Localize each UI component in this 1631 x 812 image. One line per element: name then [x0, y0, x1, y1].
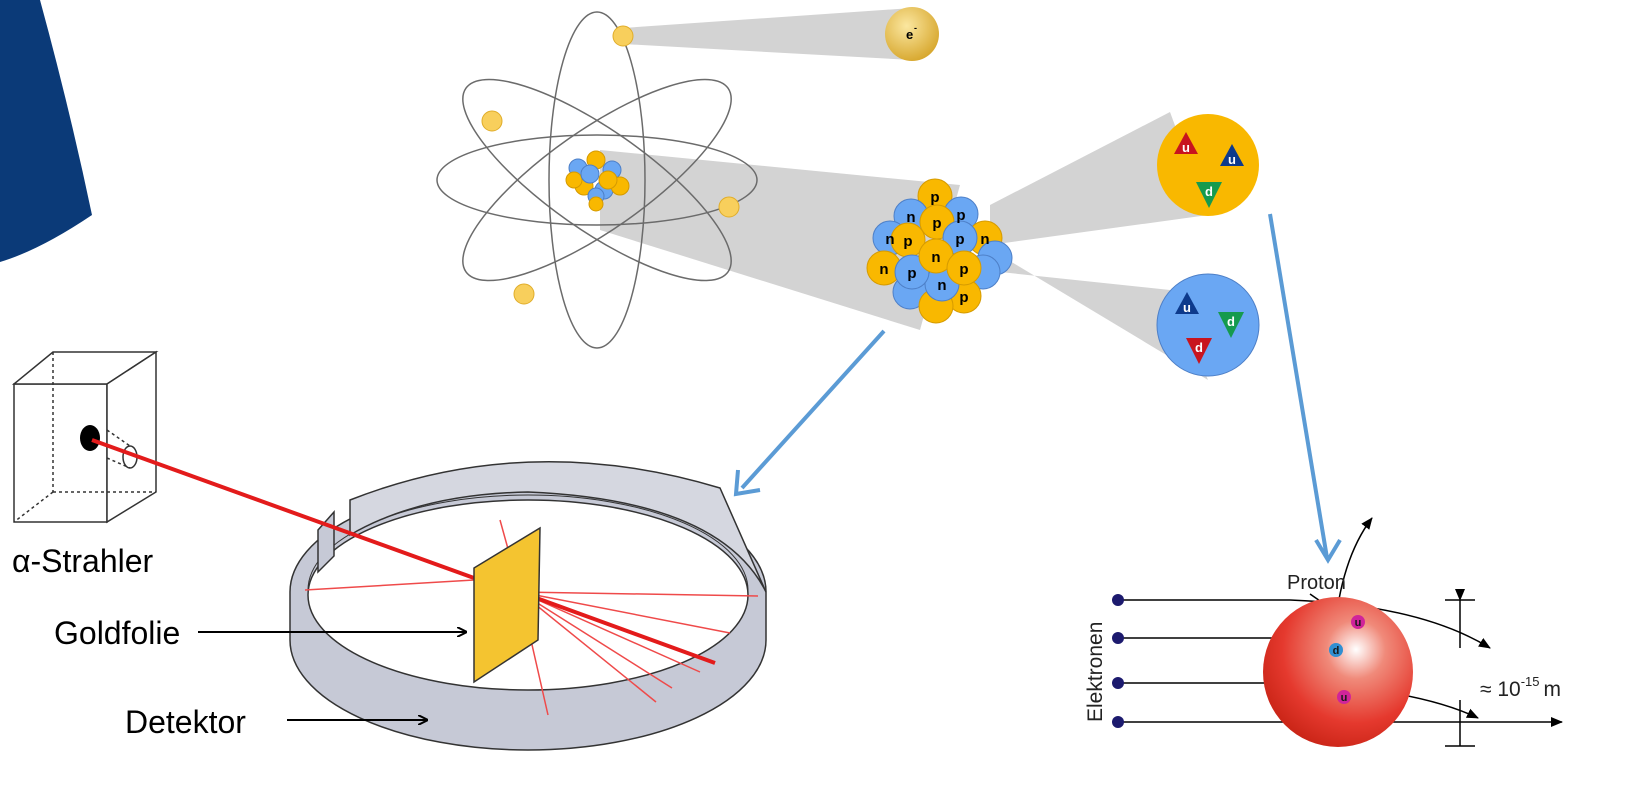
- size-indicator: [1445, 589, 1475, 747]
- nucleon-label: n: [879, 261, 888, 278]
- electron-bottom: [513, 283, 535, 305]
- proton-quark-dots: u d u: [1329, 615, 1365, 704]
- nucleon-label: p: [955, 231, 964, 248]
- sc-quark-2: d: [1333, 645, 1340, 657]
- electrons: [481, 25, 740, 305]
- arrow-to-rutherford: [740, 329, 886, 490]
- nucleon-label: p: [903, 233, 912, 250]
- alpha-source: [80, 425, 100, 451]
- sc-quark-1: u: [1355, 617, 1362, 629]
- gold-foil: [473, 526, 541, 684]
- quark-down-icon: [1218, 312, 1244, 338]
- electron-top: [612, 25, 634, 47]
- neutron-zoom: [1156, 273, 1260, 377]
- neutron-quark-2: d: [1227, 314, 1235, 329]
- arrow-to-rutherford-head: [733, 469, 761, 497]
- alpha-beam: [91, 438, 475, 580]
- quark-up-icon: [1220, 144, 1244, 166]
- quark-up-icon: [1175, 292, 1199, 314]
- cone-neutron: [1000, 255, 1208, 380]
- electron-right: [718, 196, 740, 218]
- blue-arrows: [733, 213, 1342, 564]
- nucleon-label: p: [956, 207, 965, 224]
- gold-foil-label: Goldfolie: [54, 615, 181, 651]
- incoming-electrons: [1112, 594, 1124, 728]
- nucleon-label: p: [930, 189, 939, 206]
- electron-zoom-label: e: [906, 27, 913, 42]
- nucleon-label: n: [937, 277, 946, 294]
- electron-left: [481, 110, 503, 132]
- quark-up-icon: [1174, 132, 1198, 154]
- electron-zoom: [885, 7, 939, 61]
- alpha-source-label: α-Strahler: [12, 543, 154, 579]
- proton-sphere: [1263, 597, 1413, 747]
- main-transmitted-beam: [519, 590, 716, 665]
- cone-electron: [623, 8, 912, 60]
- quark-down-icon: [1186, 338, 1212, 364]
- arrow-to-scattering: [1268, 213, 1329, 559]
- nucleon-label: n: [931, 249, 940, 266]
- nucleon-label: p: [932, 215, 941, 232]
- quark-down-icon: [1196, 182, 1222, 208]
- detector-label: Detektor: [125, 704, 246, 740]
- neutron-quarks: u d d: [1175, 292, 1244, 364]
- electron-charge: -: [914, 23, 917, 33]
- zoom-cones: [600, 8, 1208, 380]
- proton-quarks: u u d: [1174, 132, 1244, 208]
- cone-nucleus: [600, 150, 960, 330]
- nucleon-label: p: [959, 289, 968, 306]
- proton-quark-1: u: [1182, 140, 1190, 155]
- proton-quark-3: d: [1205, 184, 1213, 199]
- corner-band: [0, 0, 92, 262]
- atom-nucleus: [565, 150, 630, 212]
- proton-quark-2: u: [1228, 152, 1236, 167]
- nucleon-label: p: [959, 261, 968, 278]
- detector-back-wall: [349, 460, 767, 593]
- proton-label: Proton: [1287, 572, 1346, 594]
- nucleon-label: p: [907, 265, 916, 282]
- atom-orbits: [436, 11, 758, 349]
- nucleon-label: n: [980, 231, 989, 248]
- neutron-quark-3: d: [1195, 340, 1203, 355]
- arrow-to-scattering-head: [1314, 538, 1342, 564]
- nucleon-label: n: [885, 231, 894, 248]
- large-nucleus: [866, 178, 1013, 324]
- cone-proton: [990, 112, 1208, 245]
- alpha-source-box: [11, 350, 159, 524]
- size-label: ≈ 10-15 m: [1480, 674, 1561, 701]
- neutron-quark-1: u: [1183, 300, 1191, 315]
- nucleon-label: n: [906, 209, 915, 226]
- sc-quark-3: u: [1341, 692, 1348, 704]
- electrons-label: Elektronen: [1084, 622, 1107, 722]
